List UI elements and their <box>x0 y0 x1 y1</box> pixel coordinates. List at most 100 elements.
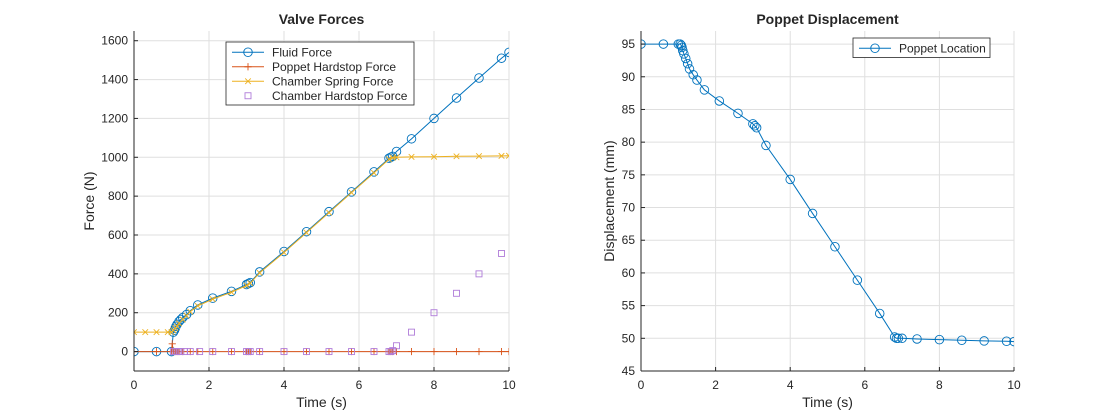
data-point <box>957 335 967 346</box>
data-point <box>370 348 378 356</box>
data-point <box>325 348 333 356</box>
data-point <box>453 289 460 297</box>
data-point <box>303 229 310 236</box>
legend-label: Chamber Spring Force <box>272 74 394 88</box>
data-point <box>430 153 438 160</box>
data-point <box>658 39 669 49</box>
data-point <box>497 347 506 356</box>
data-point <box>324 206 334 217</box>
legend-marker <box>244 92 252 100</box>
x-tick-label: 6 <box>861 378 868 392</box>
data-point <box>301 226 312 237</box>
legend-box <box>852 37 991 58</box>
x-tick-label: 6 <box>356 378 363 392</box>
data-point <box>681 53 691 64</box>
y-tick-label: 80 <box>622 135 636 149</box>
data-point <box>168 340 176 348</box>
data-point <box>889 332 900 342</box>
data-point <box>153 329 160 336</box>
data-point <box>852 275 863 285</box>
data-point <box>346 187 357 197</box>
data-point <box>303 348 310 356</box>
data-point <box>677 42 687 53</box>
data-point <box>256 269 263 277</box>
data-point <box>498 250 505 257</box>
data-point <box>171 321 181 332</box>
x-tick-label: 2 <box>712 378 719 392</box>
y-tick-label: 800 <box>108 189 128 203</box>
series-1 <box>641 39 1014 347</box>
y-tick-label: 200 <box>108 306 128 320</box>
data-point <box>830 242 840 252</box>
x-tick-label: 0 <box>131 378 138 392</box>
series-1 <box>134 47 509 357</box>
data-point <box>192 300 203 310</box>
data-point <box>389 347 397 355</box>
data-point <box>391 146 402 157</box>
data-point <box>475 270 483 278</box>
x-tick-label: 10 <box>502 378 516 392</box>
legend-marker <box>244 78 252 85</box>
data-point <box>505 347 509 356</box>
legend-marker <box>244 63 252 71</box>
data-point <box>245 277 255 288</box>
data-point <box>370 169 378 176</box>
chart-title: Valve Forces <box>279 11 365 27</box>
x-tick-label: 8 <box>431 378 438 392</box>
data-point <box>430 347 438 356</box>
y-tick-label: 600 <box>108 228 128 242</box>
data-point <box>761 140 771 151</box>
data-point <box>504 47 509 58</box>
chart-2: 0 2 4 6 8 10 45 50 55 60 65 70 75 80 85 90 95 Poppet Disp… <box>601 11 1021 410</box>
legend-item: Chamber Hardstop Force <box>244 89 408 103</box>
data-point <box>243 282 250 289</box>
y-tick-label: 85 <box>622 102 636 116</box>
data-point <box>194 347 202 356</box>
data-point <box>897 333 907 344</box>
data-layer <box>134 47 509 357</box>
legend-item: Chamber Spring Force <box>232 74 394 88</box>
data-point <box>247 280 254 287</box>
y-tick-label: 1400 <box>101 73 128 87</box>
y-tick-label: 0 <box>121 345 128 359</box>
chart-1: 0 2 4 6 8 10 0 200 400 600 800 1000 1200 1400 1600 Valv… <box>81 11 516 410</box>
data-point <box>699 85 710 95</box>
plot-area <box>641 31 1014 371</box>
y-tick-label: 90 <box>622 70 636 84</box>
data-point <box>348 348 355 356</box>
data-point <box>430 309 438 317</box>
legend-item: Poppet Hardstop Force <box>232 60 396 74</box>
series-3 <box>134 152 509 336</box>
data-point <box>280 348 288 356</box>
data-point <box>186 348 194 356</box>
data-point <box>934 334 945 345</box>
data-point <box>874 308 885 319</box>
data-point <box>408 328 415 336</box>
data-point <box>407 347 416 356</box>
data-point <box>393 342 400 350</box>
data-point <box>385 156 393 163</box>
data-point <box>475 153 483 160</box>
y-tick-label: 1600 <box>101 34 128 48</box>
x-tick-label: 10 <box>1007 378 1021 392</box>
data-point <box>226 286 237 297</box>
data-point <box>688 70 698 80</box>
x-axis-label: Time (s) <box>802 394 853 410</box>
data-point <box>280 347 288 356</box>
legend-item: Fluid Force <box>232 45 332 59</box>
chart-title: Poppet Displacement <box>756 11 899 27</box>
data-point <box>177 348 185 356</box>
data-point <box>370 347 378 356</box>
x-tick-label: 4 <box>787 378 794 392</box>
data-point <box>209 295 216 303</box>
y-tick-label: 60 <box>622 266 636 280</box>
data-point <box>246 348 254 356</box>
legend-label: Poppet Hardstop Force <box>272 60 396 74</box>
data-point <box>429 113 439 124</box>
y-tick-label: 400 <box>108 267 128 281</box>
x-axis-label: Time (s) <box>296 394 347 410</box>
y-tick-label: 1000 <box>101 150 128 164</box>
data-point <box>207 293 218 303</box>
